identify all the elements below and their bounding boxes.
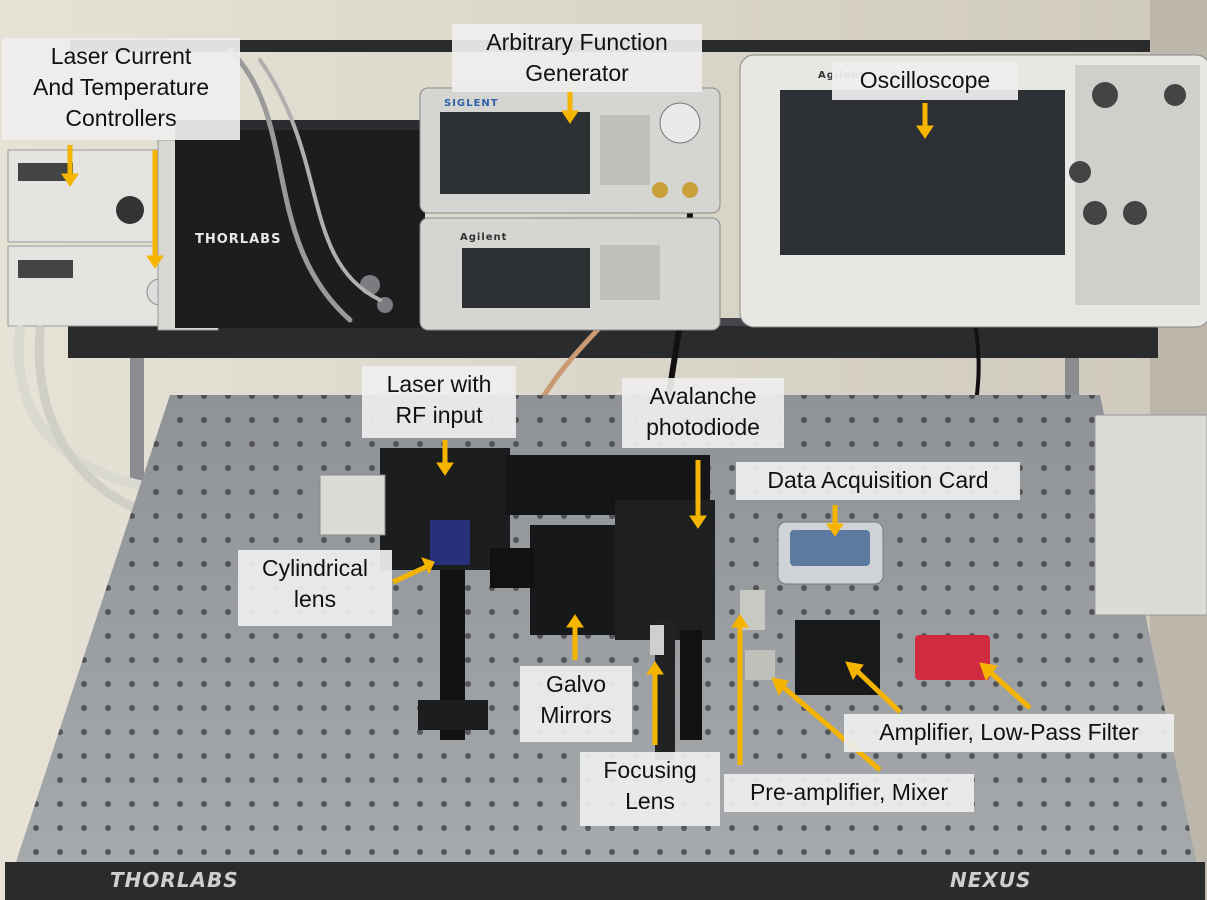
label-oscilloscope: Oscilloscope [832,62,1018,100]
label-cylindrical-lens: Cylindrical lens [238,550,392,626]
label-galvo-mirrors: Galvo Mirrors [520,666,632,742]
label-galvo-mirrors-text: Galvo Mirrors [540,671,612,728]
label-amplifier-filter-text: Amplifier, Low-Pass Filter [879,719,1139,745]
label-cylindrical-lens-text: Cylindrical lens [261,555,369,612]
galvo-assembly [490,500,715,760]
label-laser-rf: Laser with RF input [362,366,516,438]
label-daq-card-text: Data Acquisition Card [767,467,989,493]
function-generators [419,87,721,331]
table-brand-right: NEXUS [950,868,1032,892]
label-avalanche-photodiode: Avalanche photodiode [622,378,784,448]
label-oscilloscope-text: Oscilloscope [859,67,991,93]
label-amplifier-filter: Amplifier, Low-Pass Filter [844,714,1174,752]
label-focusing-lens-text: Focusing Lens [603,757,697,814]
label-daq-card: Data Acquisition Card [736,462,1020,500]
optical-table [5,395,1205,900]
label-laser-controllers-text: Laser Current And Temperature Controller… [32,43,209,131]
generator-brand-bottom: Agilent [460,232,508,243]
table-brand-left: THORLABS [110,868,239,892]
daq-card [777,521,884,585]
label-focusing-lens: Focusing Lens [580,752,720,826]
label-preamp-mixer: Pre-amplifier, Mixer [724,774,974,812]
label-preamp-mixer-text: Pre-amplifier, Mixer [749,779,949,805]
label-function-generator-text: Arbitrary Function Generator [486,29,668,86]
annotation-arrows [61,87,1032,772]
label-laser-controllers: Laser Current And Temperature Controller… [2,38,240,140]
generator-brand-top: SIGLENT [444,98,499,109]
controller-brand: THORLABS [195,232,282,247]
label-function-generator: Arbitrary Function Generator [452,24,702,92]
label-laser-rf-text: Laser with RF input [386,371,492,428]
controller-box [175,120,425,328]
label-avalanche-photodiode-text: Avalanche photodiode [646,383,760,440]
